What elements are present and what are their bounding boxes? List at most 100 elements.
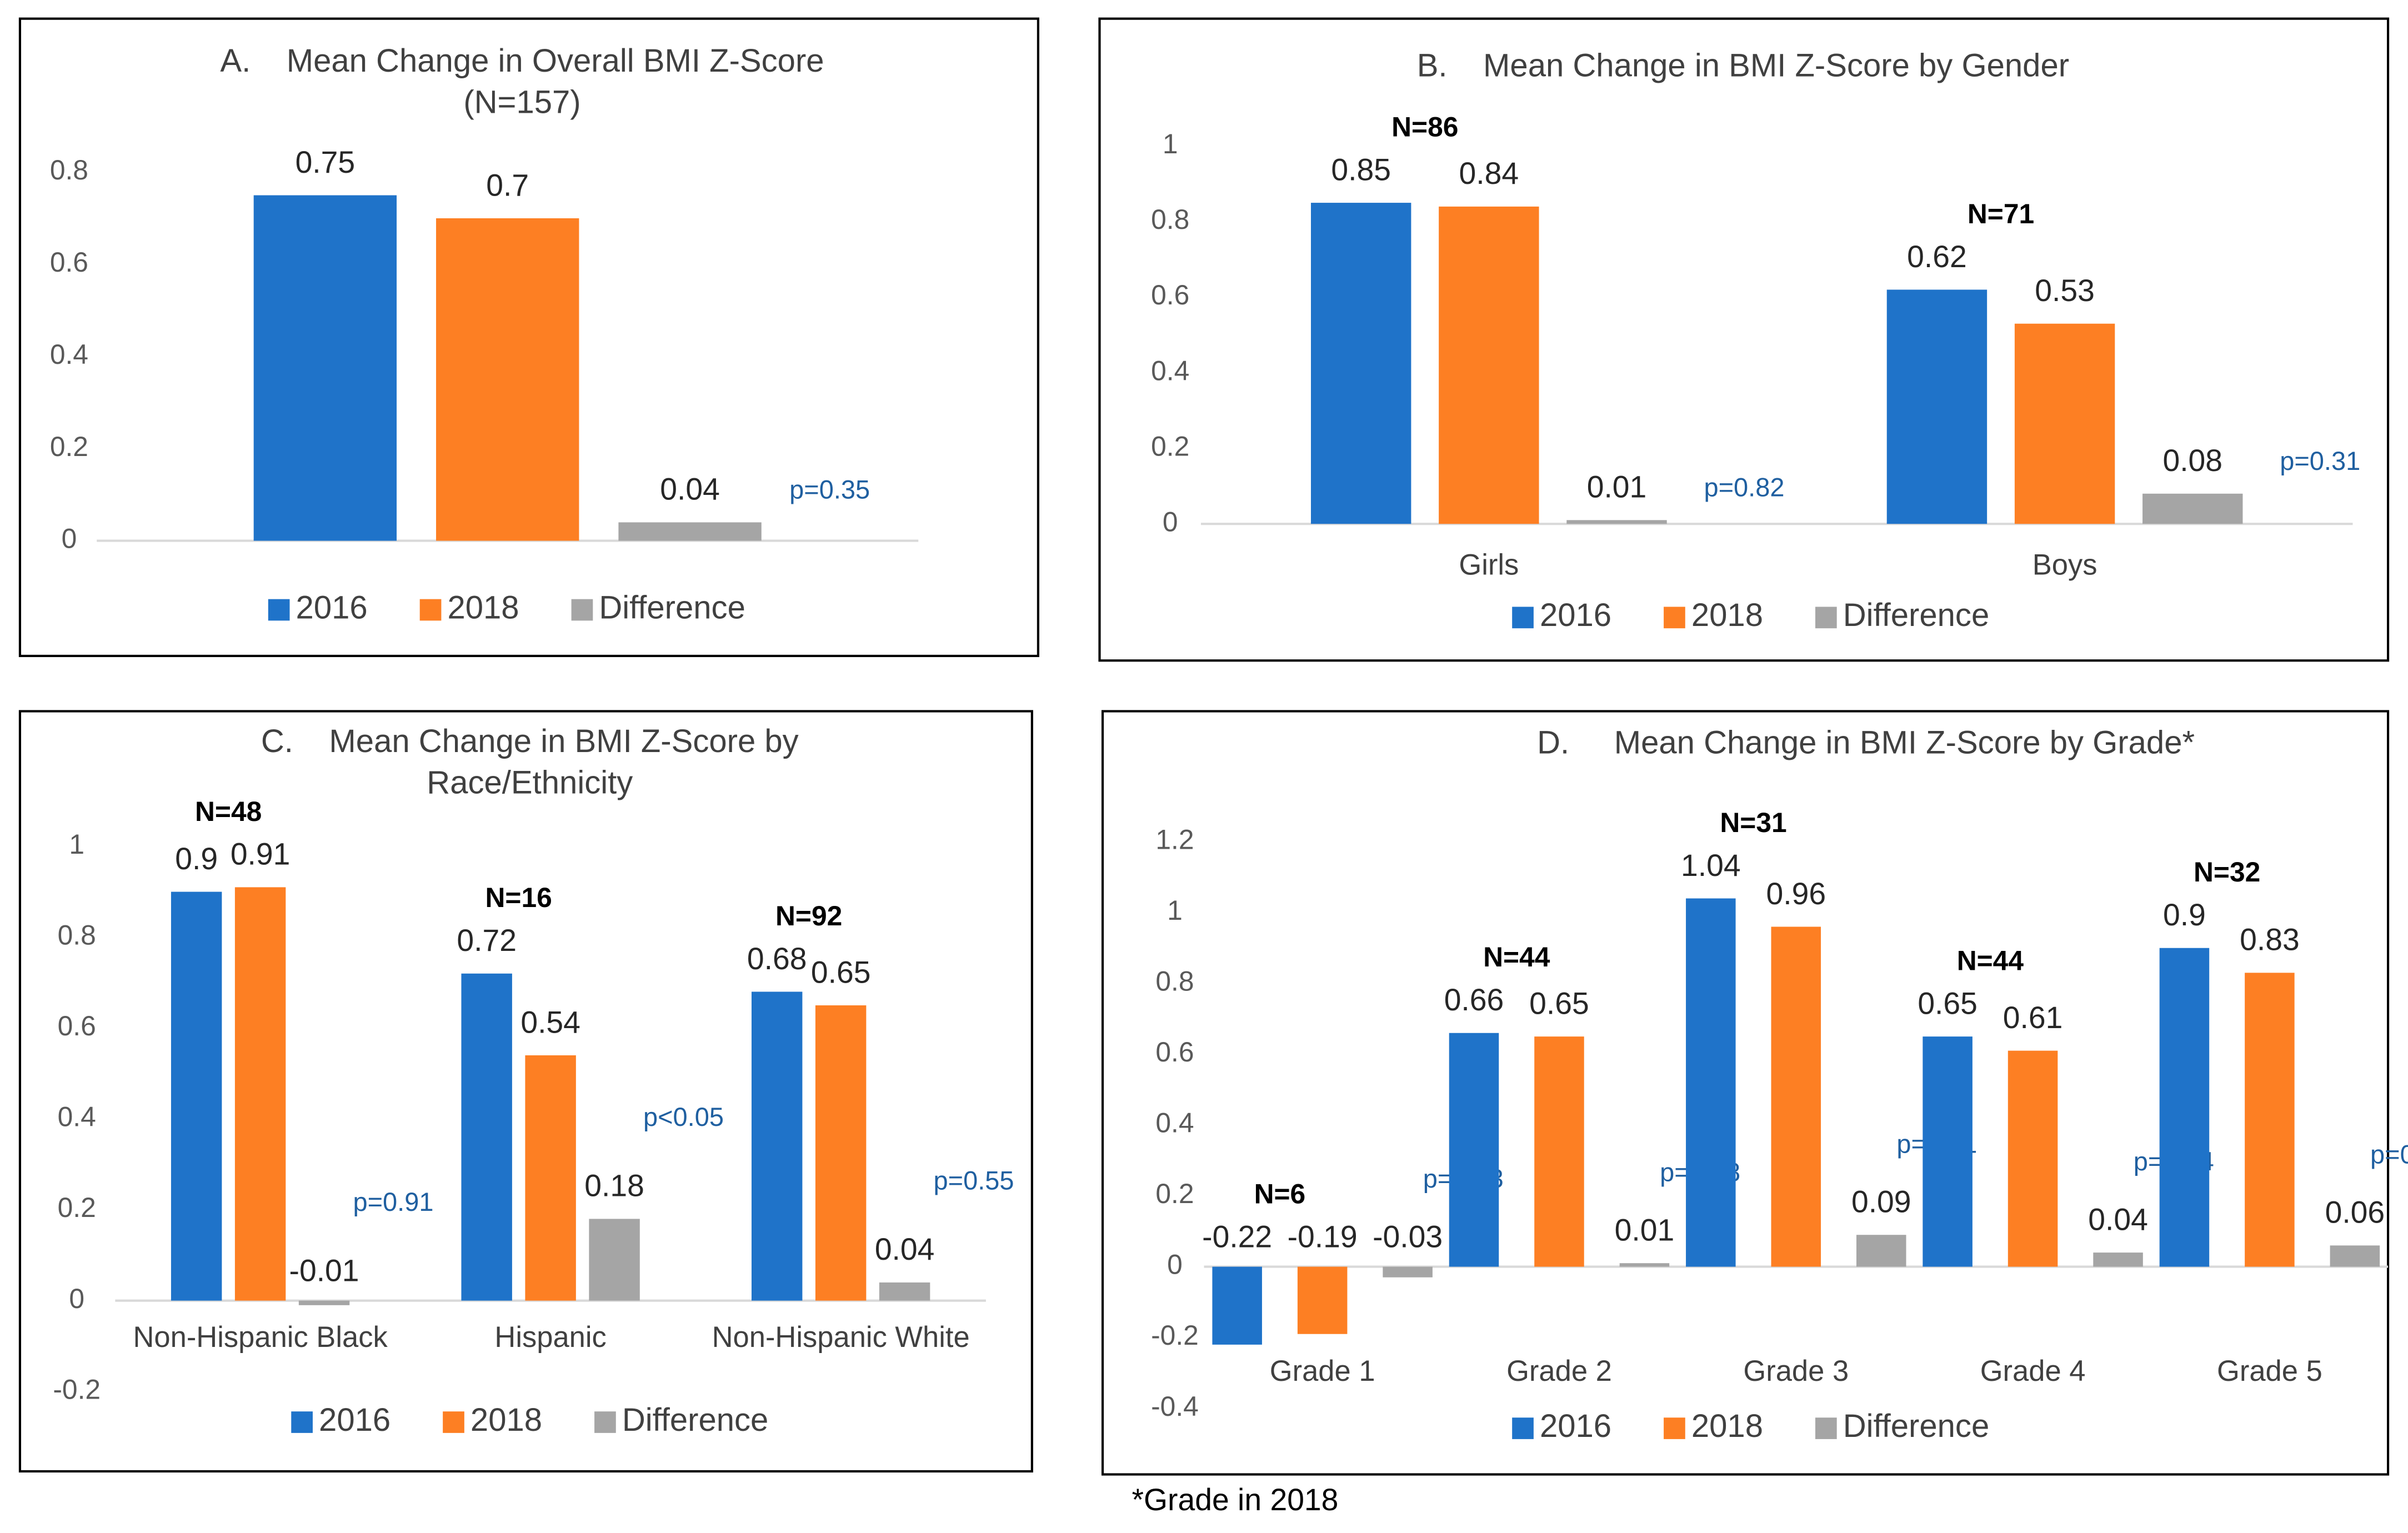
- x-tick-label: Grade 5: [2217, 1355, 2322, 1387]
- n-label: N=71: [1968, 198, 2034, 229]
- bar: [1856, 1235, 1906, 1267]
- p-value: p=0.91: [353, 1187, 433, 1216]
- y-tick-label: 0: [1163, 506, 1178, 537]
- bar: [589, 1219, 640, 1301]
- bar: [171, 891, 222, 1301]
- value-label: 0.54: [520, 1005, 580, 1039]
- value-label: 0.53: [2035, 273, 2095, 308]
- bar: [751, 991, 803, 1301]
- bar: [436, 218, 579, 541]
- y-tick-label: -0.2: [53, 1374, 101, 1405]
- y-tick-label: -0.4: [1151, 1391, 1199, 1422]
- p-value: p=0.56: [2370, 1139, 2408, 1169]
- p-value: p=0.55: [934, 1166, 1014, 1195]
- legend-swatch: [1664, 607, 1685, 629]
- bar: [1449, 1033, 1499, 1267]
- y-tick-label: 0.8: [1155, 966, 1194, 997]
- y-tick-label: 0: [69, 1283, 84, 1314]
- n-label: N=44: [1957, 945, 2024, 976]
- value-label: 0.65: [1918, 986, 1978, 1020]
- bar: [1886, 289, 1988, 524]
- bar: [1383, 1266, 1433, 1278]
- value-label: 0.68: [747, 941, 807, 976]
- y-tick-label: 0.4: [1151, 355, 1189, 386]
- chart-title: A. Mean Change in Overall BMI Z-Score: [220, 43, 824, 79]
- legend-swatch: [268, 599, 290, 621]
- y-tick-label: 0.8: [58, 919, 96, 950]
- n-label: N=6: [1254, 1179, 1306, 1210]
- bar: [815, 1005, 867, 1301]
- p-value: p<0.05: [643, 1102, 724, 1131]
- bar: [525, 1055, 576, 1301]
- legend-swatch: [443, 1411, 464, 1433]
- chart-title: D. Mean Change in BMI Z-Score by Grade*: [1537, 725, 2195, 761]
- p-value: p=0.35: [789, 475, 870, 504]
- bar: [1686, 898, 1736, 1267]
- legend-swatch: [1815, 1417, 1837, 1439]
- y-tick-label: 1: [1163, 128, 1178, 159]
- bar: [2093, 1253, 2143, 1267]
- y-tick-label: 0.2: [1151, 430, 1189, 462]
- value-label: -0.19: [1288, 1219, 1358, 1254]
- value-label: -0.01: [289, 1253, 359, 1287]
- y-tick-label: 0.2: [58, 1192, 96, 1223]
- x-tick-label: Grade 4: [1980, 1355, 2086, 1387]
- value-label: 0.75: [296, 145, 356, 179]
- legend-label: 2018: [1691, 1408, 1763, 1444]
- chart-title: C. Mean Change in BMI Z-Score by: [261, 723, 799, 759]
- legend-swatch: [1512, 1417, 1534, 1439]
- y-tick-label: 1: [69, 829, 84, 860]
- y-tick-label: 0.6: [58, 1010, 96, 1041]
- value-label: 0.9: [175, 841, 218, 876]
- bar: [1310, 203, 1411, 524]
- value-label: 0.84: [1459, 156, 1519, 191]
- y-tick-label: 0: [62, 523, 77, 554]
- value-label: 0.08: [2162, 443, 2222, 478]
- value-label: 0.04: [660, 472, 720, 507]
- y-tick-label: 1: [1167, 895, 1183, 926]
- footnote: *Grade in 2018: [1132, 1482, 1339, 1517]
- bar: [298, 1300, 350, 1305]
- bar: [879, 1282, 930, 1301]
- legend-label: Difference: [1843, 1408, 1990, 1444]
- bar: [1923, 1036, 1973, 1267]
- x-tick-label: Girls: [1459, 548, 1519, 581]
- legend-label: 2018: [447, 589, 519, 625]
- bar: [253, 195, 397, 541]
- bar: [618, 522, 762, 541]
- value-label: 0.83: [2240, 923, 2300, 957]
- value-label: 0.09: [1851, 1185, 1911, 1219]
- y-tick-label: 0.6: [1155, 1036, 1194, 1068]
- value-label: 0.65: [1529, 986, 1589, 1020]
- n-label: N=92: [775, 900, 842, 931]
- value-label: 0.66: [1444, 983, 1504, 1017]
- value-label: 0.06: [2325, 1195, 2385, 1230]
- legend-swatch: [1512, 607, 1534, 629]
- y-tick-label: 0.2: [1155, 1178, 1194, 1209]
- value-label: 0.01: [1615, 1213, 1675, 1248]
- y-tick-label: 0.4: [1155, 1108, 1194, 1139]
- p-value: p=0.82: [1704, 472, 1784, 502]
- panel-border: [18, 710, 1033, 1473]
- y-tick-label: 0.6: [1151, 279, 1189, 310]
- chart-title: Race/Ethnicity: [427, 765, 633, 801]
- bar: [1297, 1266, 1348, 1334]
- legend-label: Difference: [622, 1402, 769, 1438]
- bar: [1212, 1266, 1262, 1345]
- bar: [2159, 948, 2210, 1267]
- bar: [1534, 1036, 1584, 1267]
- legend-label: 2016: [296, 589, 368, 625]
- value-label: 0.85: [1331, 152, 1391, 187]
- bar: [461, 973, 512, 1301]
- value-label: 0.91: [231, 837, 291, 871]
- value-label: -0.03: [1373, 1219, 1443, 1254]
- x-tick-label: Grade 1: [1270, 1355, 1375, 1387]
- legend-label: 2016: [1540, 1408, 1611, 1444]
- legend-swatch: [419, 599, 442, 621]
- panel-border: [1098, 17, 2390, 662]
- p-value: p=0.31: [2280, 446, 2360, 475]
- y-tick-label: 0: [1167, 1249, 1183, 1280]
- y-tick-label: 0.4: [58, 1101, 96, 1133]
- value-label: 0.65: [811, 955, 871, 989]
